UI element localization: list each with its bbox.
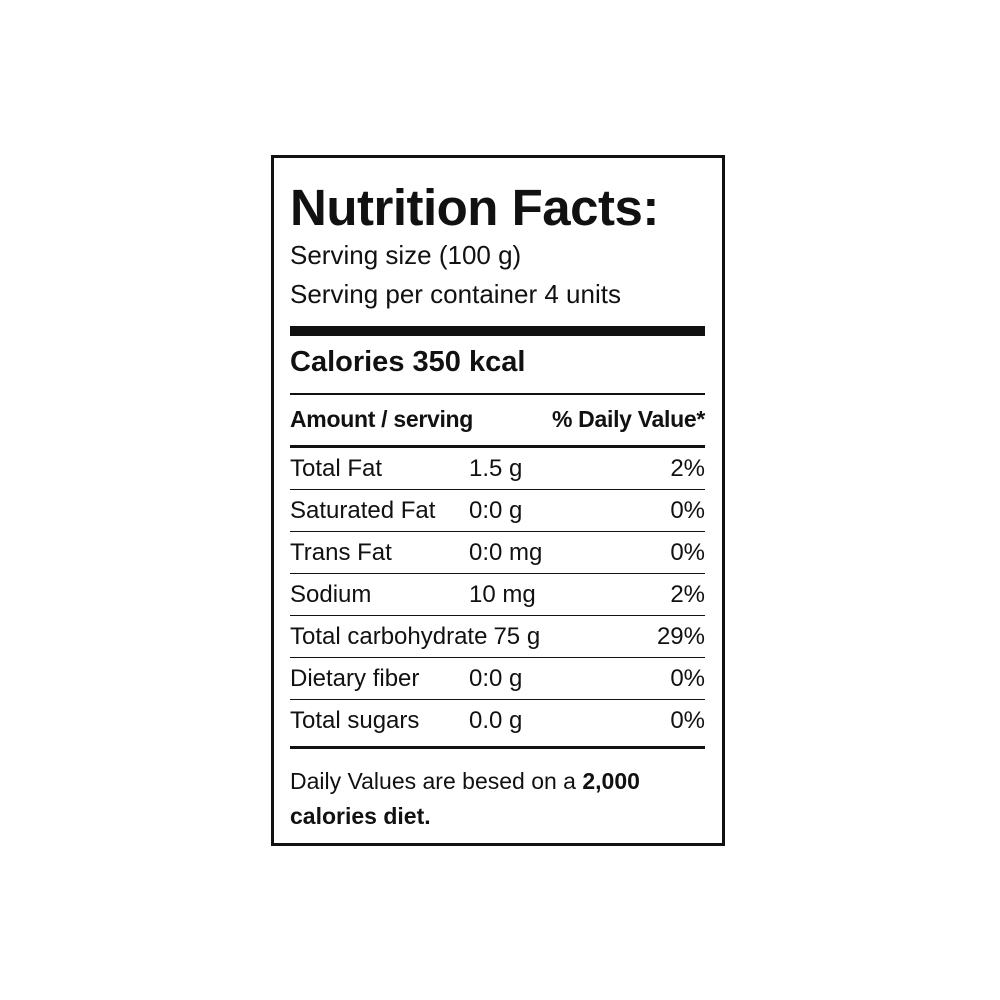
nutrition-facts-label: Nutrition Facts: Serving size (100 g) Se… bbox=[271, 155, 725, 846]
nutrient-name: Total carbohydrate bbox=[290, 622, 488, 650]
footnote-bold: 2,000 calories diet. bbox=[290, 768, 640, 829]
nutrient-row: Dietary fiber 0:0 g 0% bbox=[290, 658, 705, 700]
nutrient-amount: 0.0 g bbox=[469, 706, 523, 734]
nutrient-name: Trans Fat bbox=[290, 538, 392, 566]
daily-value-header: % Daily Value* bbox=[551, 406, 705, 432]
nutrient-row: Total carbohydrate 75 g 29% bbox=[290, 616, 705, 658]
footnote: Daily Values are besed on a 2,000 calori… bbox=[290, 764, 705, 834]
nutrient-name: Total sugars bbox=[290, 706, 420, 734]
nutrient-table: Total Fat 1.5 g 2% Saturated Fat 0:0 g 0% Tran… bbox=[290, 448, 705, 741]
nutrient-name: Dietary fiber bbox=[290, 664, 420, 692]
nutrient-amount: 10 mg bbox=[469, 580, 536, 608]
label-title: Nutrition Facts: bbox=[290, 179, 659, 236]
nutrient-name: Saturated Fat bbox=[290, 496, 436, 524]
amount-header: Amount / serving bbox=[290, 406, 474, 432]
divider bbox=[290, 445, 705, 448]
nutrient-amount: 0:0 g bbox=[469, 496, 523, 524]
nutrient-name: Total Fat bbox=[290, 454, 383, 482]
footnote-text: Daily Values are besed on a bbox=[290, 768, 583, 794]
divider bbox=[290, 393, 705, 395]
nutrient-daily-value: 2% bbox=[670, 580, 705, 608]
nutrient-name: Sodium bbox=[290, 580, 372, 608]
calories: Calories 350 kcal bbox=[290, 346, 526, 378]
nutrient-daily-value: 0% bbox=[670, 664, 705, 692]
nutrient-row: Saturated Fat 0:0 g 0% bbox=[290, 490, 705, 532]
nutrient-amount: 1.5 g bbox=[469, 454, 523, 482]
servings-per-container: Serving per container 4 units bbox=[290, 279, 621, 309]
nutrient-row: Trans Fat 0:0 mg 0% bbox=[290, 532, 705, 574]
nutrient-row: Total sugars 0.0 g 0% bbox=[290, 700, 705, 741]
divider bbox=[290, 746, 705, 749]
nutrient-daily-value: 0% bbox=[670, 706, 705, 734]
nutrient-daily-value: 2% bbox=[670, 454, 705, 482]
nutrient-row: Total Fat 1.5 g 2% bbox=[290, 448, 705, 490]
column-header: Amount / serving % Daily Value* bbox=[290, 406, 705, 433]
nutrient-daily-value: 29% bbox=[656, 622, 705, 650]
nutrient-row: Sodium 10 mg 2% bbox=[290, 574, 705, 616]
nutrient-daily-value: 0% bbox=[670, 538, 705, 566]
thick-divider bbox=[290, 326, 705, 336]
nutrient-amount: 0:0 mg bbox=[469, 538, 543, 566]
serving-size: Serving size (100 g) bbox=[290, 240, 522, 270]
nutrient-amount: 75 g bbox=[493, 622, 541, 650]
nutrient-amount: 0:0 g bbox=[469, 664, 523, 692]
nutrient-daily-value: 0% bbox=[670, 496, 705, 524]
